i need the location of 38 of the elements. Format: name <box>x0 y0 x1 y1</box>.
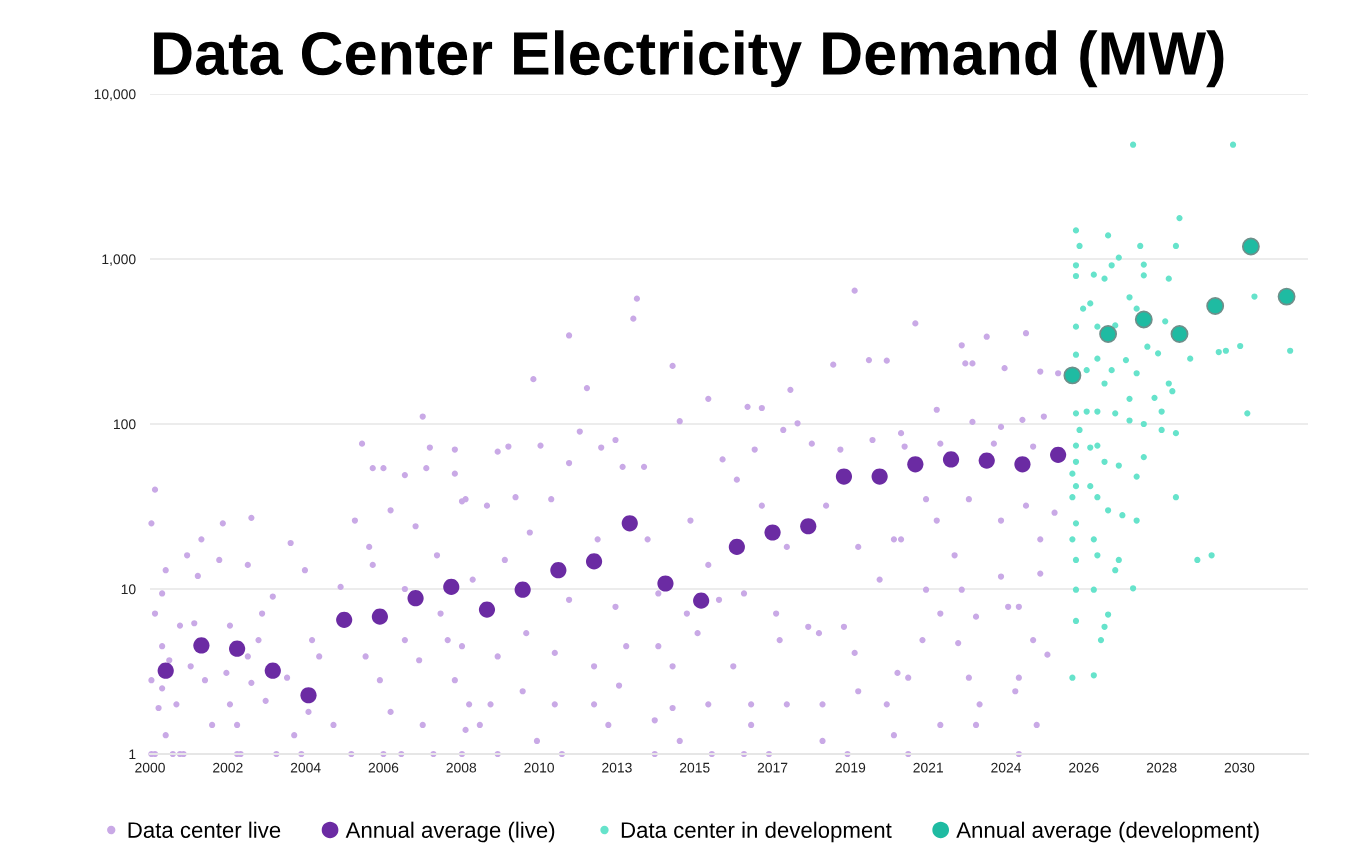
point <box>371 608 388 625</box>
point <box>1063 366 1082 385</box>
point <box>157 662 174 679</box>
legend-label: Data center in development <box>621 821 892 843</box>
point <box>336 611 353 628</box>
point <box>514 581 531 598</box>
point <box>229 640 246 657</box>
legend-label: Data center live <box>128 821 281 838</box>
point <box>264 662 281 679</box>
point <box>1014 456 1031 473</box>
point <box>1050 446 1067 463</box>
point <box>907 456 924 473</box>
point <box>657 575 674 592</box>
legend-label: Annual average (live) <box>345 821 555 843</box>
point <box>621 515 638 532</box>
point <box>550 562 567 579</box>
point <box>1099 325 1118 343</box>
point <box>835 468 853 485</box>
point <box>728 538 745 555</box>
point <box>1134 310 1153 329</box>
chart-title: Data Center Electricity Demand (MW) <box>154 30 1224 88</box>
legend-label: Annual average (development) <box>956 821 1259 843</box>
point <box>478 601 496 618</box>
point <box>407 590 424 607</box>
point <box>443 578 460 595</box>
point <box>585 553 603 570</box>
point <box>1277 287 1296 306</box>
point <box>1206 297 1225 315</box>
point <box>1170 325 1189 343</box>
point <box>300 687 317 704</box>
point <box>693 592 710 609</box>
point <box>193 637 210 654</box>
point <box>764 524 781 541</box>
point <box>978 452 995 469</box>
point <box>942 451 960 468</box>
point <box>800 518 817 535</box>
point <box>1241 237 1260 256</box>
point <box>871 468 888 485</box>
